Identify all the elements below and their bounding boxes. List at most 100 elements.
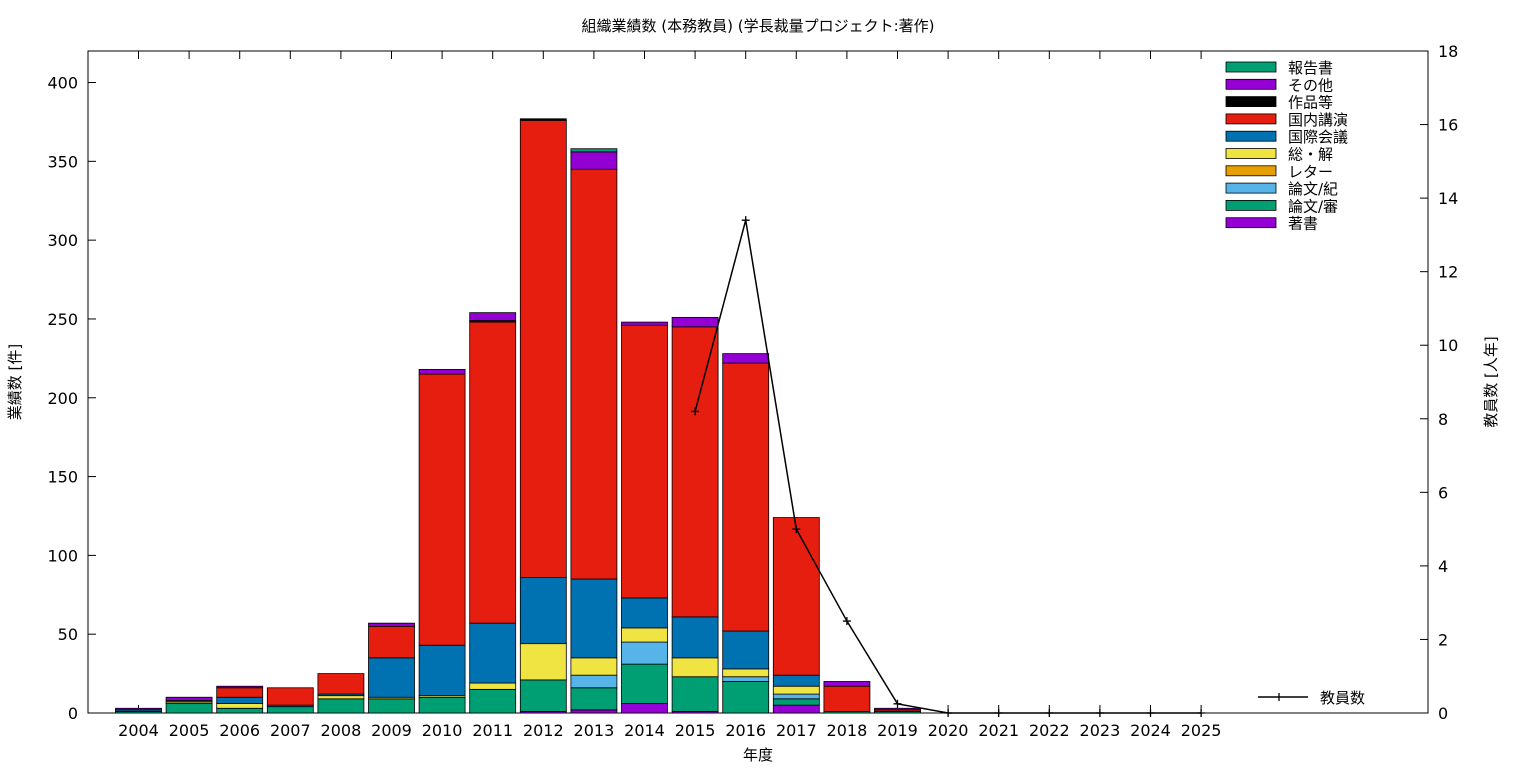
bar-segment [216, 685, 264, 689]
bar-segment [722, 668, 770, 678]
bar-segment [519, 118, 567, 121]
bar-segment [772, 517, 820, 676]
y2-tick-label: 8 [1438, 410, 1448, 429]
bar-segment [722, 362, 770, 632]
line-point [792, 525, 801, 534]
legend-swatch [1225, 165, 1277, 177]
bar-segment [722, 630, 770, 670]
bar-segment [621, 663, 668, 704]
y-axis-label: 業績数 [件] [6, 344, 24, 420]
bar-segment [216, 703, 264, 709]
x-tick-label: 2013 [574, 721, 615, 740]
plot-area: 0 50 100 150 200 250 300 350 400 0 2 4 6 8 10 12 14 16 18 2… [47, 42, 1458, 740]
bar-segment [570, 148, 618, 153]
bar-segment [772, 698, 820, 706]
bar-segment [519, 643, 567, 681]
bar-segment [621, 641, 668, 665]
x-tick-label: 2019 [877, 721, 918, 740]
bar-segment [671, 616, 719, 659]
bar-segment [418, 373, 466, 646]
x-tick-label: 2014 [624, 721, 665, 740]
bar-segment [165, 703, 213, 714]
y2-tick-label: 4 [1438, 557, 1448, 576]
legend-label: 論文/審 [1288, 197, 1338, 215]
x-tick-label: 2007 [270, 721, 311, 740]
x-tick-label: 2021 [978, 721, 1019, 740]
bar-segment [570, 687, 618, 711]
bar-segment [874, 707, 921, 711]
legend-label: その他 [1288, 76, 1333, 94]
y2-tick-label: 2 [1438, 630, 1448, 649]
bar-segment [570, 674, 618, 689]
y2-tick-label: 10 [1438, 336, 1458, 355]
bar-segment [519, 119, 567, 578]
bar-segment [823, 681, 871, 687]
bar-segment [368, 698, 415, 714]
bar-segment [621, 324, 668, 599]
legend-swatch [1225, 148, 1277, 159]
y-tick-label: 350 [47, 152, 78, 171]
y-tick-label: 200 [47, 389, 78, 408]
x-tick-label: 2004 [118, 721, 159, 740]
bar-segment [570, 168, 618, 580]
x-tick-label: 2006 [219, 721, 260, 740]
bar-segment [772, 704, 820, 714]
y-tick-label: 400 [47, 74, 78, 93]
bar-segment [621, 627, 668, 643]
legend-label: 国際会議 [1288, 128, 1348, 146]
x-tick-label: 2009 [371, 721, 412, 740]
bar-segment [519, 679, 567, 712]
bar-segment [418, 696, 466, 714]
bar-segment [317, 673, 365, 695]
legend-label: レター [1288, 163, 1333, 181]
bar-segment [469, 688, 517, 714]
legend-label: 作品等 [1288, 94, 1333, 112]
bar-segment [469, 682, 517, 690]
y-tick-label: 50 [58, 625, 78, 644]
legend-label: 報告書 [1288, 59, 1333, 77]
y-tick-label: 250 [47, 310, 78, 329]
bar-segment [772, 674, 820, 687]
x-tick-label: 2017 [776, 721, 817, 740]
bar-segment [216, 696, 264, 704]
bar-segment [469, 312, 517, 321]
bar-segment [823, 685, 871, 712]
bar-segment [115, 707, 162, 711]
legend-swatch [1225, 130, 1277, 142]
x-axis-label: 年度 [743, 746, 773, 764]
y-tick-label: 100 [47, 546, 78, 565]
y2-tick-label: 0 [1438, 704, 1448, 723]
y2-tick-label: 12 [1438, 263, 1458, 282]
line-point [994, 709, 1003, 717]
legend-swatch [1225, 182, 1277, 194]
bar-segment [368, 625, 415, 659]
y-tick-label: 0 [68, 704, 78, 723]
bar-segment [621, 597, 668, 629]
legend-line-label: 教員数 [1320, 689, 1365, 707]
legend-label: 著書 [1288, 215, 1318, 233]
x-tick-label: 2012 [523, 721, 564, 740]
bar-segment [722, 353, 770, 364]
x-tick-label: 2025 [1181, 721, 1222, 740]
bar-segment [570, 578, 618, 659]
bar-segment [165, 696, 213, 701]
bar-segment [671, 676, 719, 712]
line-point [893, 699, 902, 708]
line-point [1095, 709, 1104, 717]
bar-segment [368, 622, 415, 627]
bar-segment [722, 676, 770, 682]
legend-label: 国内講演 [1288, 111, 1348, 129]
legend-swatch [1225, 199, 1277, 211]
legend-label: 総・解 [1288, 146, 1333, 164]
y2-tick-label: 18 [1438, 42, 1458, 61]
bar-segment [570, 151, 618, 170]
line-point [741, 216, 750, 225]
x-tick-label: 2010 [422, 721, 463, 740]
x-tick-label: 2016 [725, 721, 766, 740]
legend-swatch [1225, 217, 1277, 229]
bar-segment [621, 321, 668, 326]
y-tick-label: 300 [47, 231, 78, 250]
bar-segment [216, 687, 264, 698]
bar-segment [216, 707, 264, 714]
